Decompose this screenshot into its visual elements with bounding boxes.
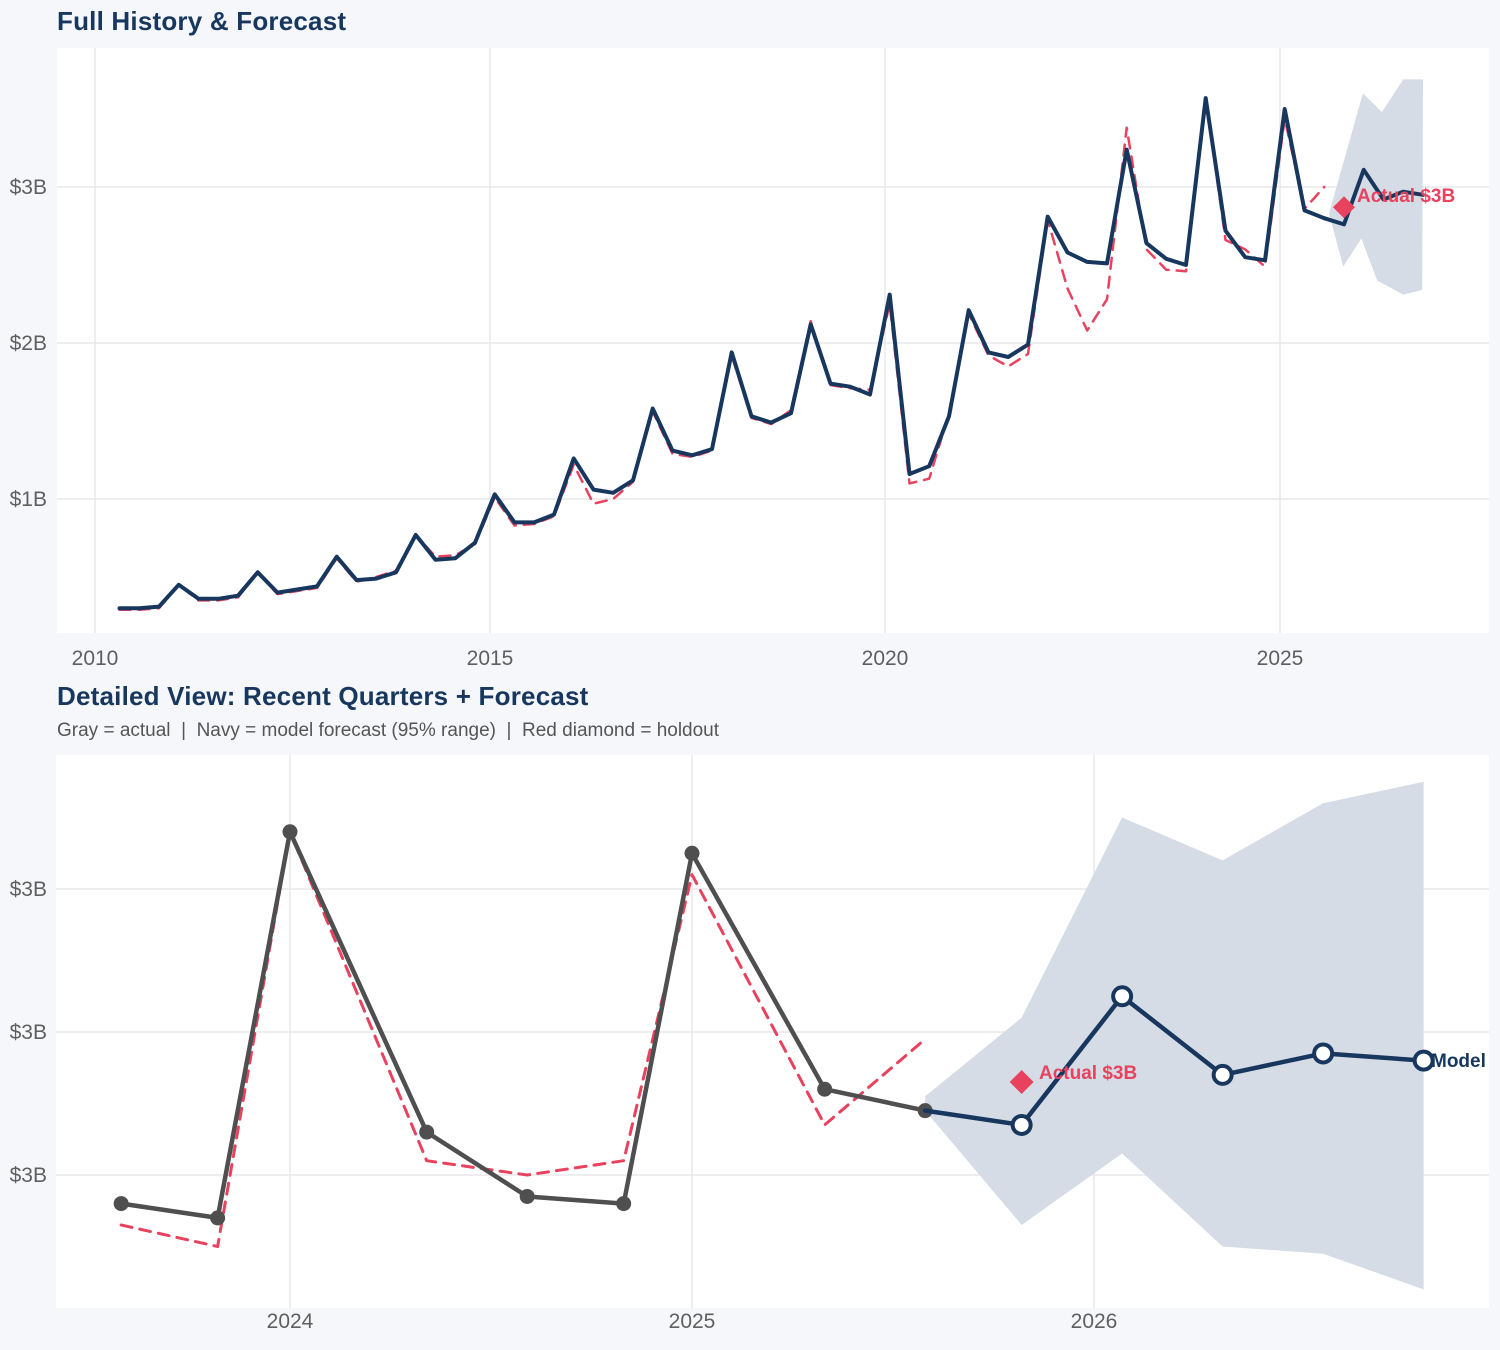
full-history-x-tick-label-2: 2020 xyxy=(862,647,909,670)
detailed-view-y-tick-label-0: $3B xyxy=(10,1164,47,1187)
full-history-title: Full History & Forecast xyxy=(57,6,347,36)
detailed-view-x-tick-label-1: 2025 xyxy=(669,1310,716,1333)
detailed-view-actual-point-5 xyxy=(616,1196,632,1212)
detailed-view-title: Detailed View: Recent Quarters + Forecas… xyxy=(57,681,589,711)
detailed-view-model-forecast-line xyxy=(922,994,1426,1128)
detailed-view-model-forecast-point-2 xyxy=(1111,985,1134,1008)
detailed-view-y-tick-label-1: $3B xyxy=(10,1021,47,1044)
detailed-view-actual-point-7 xyxy=(817,1081,833,1097)
detailed-view-model-forecast-point-3 xyxy=(1211,1063,1234,1086)
detailed-view-model-forecast-point-1 xyxy=(1010,1113,1033,1136)
detailed-view-actual-point-4 xyxy=(519,1188,535,1204)
detailed-view-actual-point-2 xyxy=(282,824,298,840)
full-history-x-tick-label-3: 2025 xyxy=(1257,647,1304,670)
detailed-view-actual-point-3 xyxy=(419,1124,435,1140)
model-line-label: Model xyxy=(1431,1051,1486,1072)
full-history-y-tick-label-1: $2B xyxy=(10,332,47,355)
detailed-view-x-tick-label-0: 2024 xyxy=(267,1310,314,1333)
full-history-x-tick-label-0: 2010 xyxy=(72,647,119,670)
full-history-holdout-actual-diamond xyxy=(1332,196,1355,219)
detailed-view-model-forecast-point-4 xyxy=(1312,1042,1335,1065)
detailed-view-actual-point-6 xyxy=(684,845,700,861)
detailed-view-actual-point-1 xyxy=(210,1210,226,1226)
detailed-view-x-tick-label-2: 2026 xyxy=(1071,1310,1118,1333)
full-history-y-tick-label-0: $1B xyxy=(10,488,47,511)
full-history-y-tick-label-2: $3B xyxy=(10,176,47,199)
full-history-actual-line xyxy=(117,96,1327,611)
detailed-view-legend-subtitle: Gray = actual | Navy = model forecast (9… xyxy=(57,720,720,741)
detailed-view-holdout-actual-diamond xyxy=(1009,1070,1034,1095)
top-holdout-annotation: Actual $3B xyxy=(1357,186,1456,207)
full-history-x-tick-label-1: 2015 xyxy=(467,647,514,670)
full-history-model-forecast-line xyxy=(1322,167,1425,227)
detailed-view-fitted-line xyxy=(119,830,927,1248)
detailed-view-model-forecast-point-5 xyxy=(1412,1049,1435,1072)
full-history-plot-area[interactable] xyxy=(57,48,1489,633)
detailed-view-actual-point-0 xyxy=(113,1196,129,1212)
bottom-holdout-annotation: Actual $3B xyxy=(1039,1063,1138,1084)
detailed-view-y-tick-label-2: $3B xyxy=(10,878,47,901)
